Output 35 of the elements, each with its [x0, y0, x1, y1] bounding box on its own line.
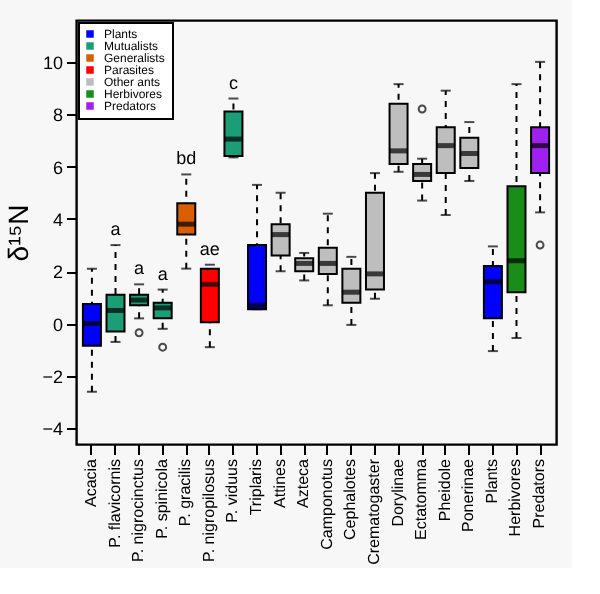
y-tick-label: 0: [52, 314, 63, 335]
x-tick-label: Herbivores: [506, 459, 525, 537]
x-tick-label: Ponerinae: [459, 457, 478, 532]
y-tick-label: 10: [42, 52, 63, 73]
annotation: a: [157, 263, 168, 284]
x-tick-label: Azteca: [294, 457, 313, 508]
annotation: ae: [199, 238, 220, 259]
annotation: bd: [176, 148, 197, 169]
annotation: a: [110, 219, 121, 240]
x-tick-label: Cephalotes: [341, 459, 360, 540]
x-tick-label: Attines: [270, 459, 289, 508]
x-tick-label: Plants: [482, 459, 501, 504]
y-tick-label: 6: [52, 157, 63, 178]
x-tick-label: Triplaris: [247, 459, 266, 516]
annotation: c: [228, 72, 239, 93]
y-tick-label: −4: [42, 419, 63, 440]
x-tick-label: P. nigrocinctus: [129, 459, 148, 562]
x-tick-label: P. flavicornis: [105, 459, 124, 548]
x-tick-label: Pheidole: [435, 457, 454, 522]
y-tick-label: 2: [52, 262, 63, 283]
x-tick-label: P. spinicola: [152, 457, 171, 539]
x-tick-label: Acacia: [81, 457, 100, 508]
y-tick-label: −2: [42, 366, 63, 387]
x-tick-label: P. viduus: [223, 459, 242, 523]
x-tick-label: Ectatomma: [412, 457, 431, 540]
x-tick-label: P. nigropilosus: [199, 459, 218, 562]
x-tick-label: P. gracilis: [176, 459, 195, 527]
y-tick-label: 4: [52, 209, 63, 230]
x-tick-label: Crematogaster: [364, 458, 383, 565]
x-tick-label: Predators: [530, 459, 549, 529]
y-tick-label: 8: [52, 105, 63, 126]
y-axis-title: δ¹⁵N: [2, 204, 35, 262]
x-tick-label: Camponotus: [317, 459, 336, 550]
x-tick-label: Dorylinae: [388, 457, 407, 527]
annotation: a: [134, 258, 145, 279]
